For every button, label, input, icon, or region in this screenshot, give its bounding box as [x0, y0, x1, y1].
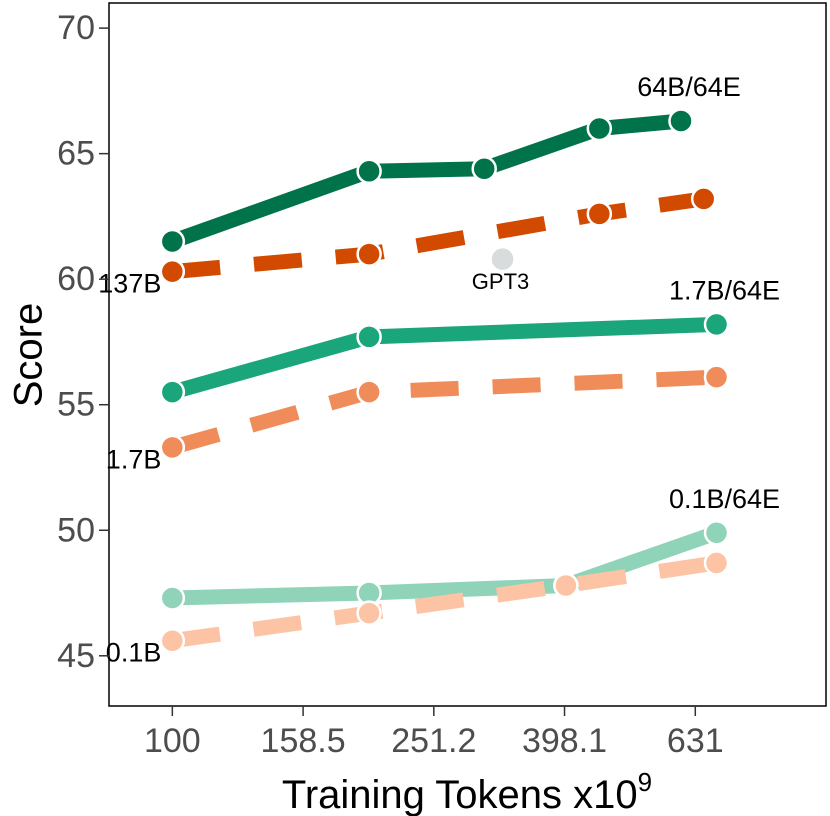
- axis-ticks: 45 50 55 60 65 70 100 158.5 251.2 398.1 631: [57, 9, 723, 760]
- annotation-gpt3: GPT3: [472, 269, 529, 294]
- annotation-137b: 137B: [98, 269, 161, 299]
- annotation-1-7b: 1.7B: [106, 444, 162, 474]
- data-point-64b-64e: [471, 155, 497, 182]
- data-point-137b: [159, 258, 186, 285]
- x-axis-title-main: Training Tokens x10: [282, 773, 638, 816]
- data-point-64b-64e: [356, 158, 382, 184]
- data-point-64b-64e: [586, 115, 613, 142]
- annotation-0-1b-64e: 0.1B/64E: [669, 484, 780, 514]
- data-point-1-7b-64e: [703, 311, 730, 338]
- annotation-0-1b: 0.1B: [106, 638, 162, 668]
- annotation-1-7b-64e: 1.7B/64E: [669, 275, 780, 305]
- x-tick-label: 251.2: [391, 722, 476, 760]
- data-point-1-7b: [159, 434, 186, 461]
- x-tick-label: 631: [667, 722, 724, 760]
- y-axis-title: Score: [7, 303, 51, 408]
- y-tick-label: 55: [57, 386, 95, 424]
- data-point-1-7b: [703, 364, 730, 390]
- data-point-0-1b: [553, 572, 579, 599]
- x-tick-label: 158.5: [261, 722, 346, 760]
- y-tick-label: 45: [57, 637, 95, 675]
- panel-border: [108, 2, 827, 707]
- x-axis-title-superscript: 9: [638, 767, 652, 797]
- x-tick-label: 398.1: [522, 722, 607, 760]
- data-point-137b: [586, 201, 613, 227]
- y-tick-label: 60: [57, 260, 95, 298]
- data-point-64b-64e: [668, 108, 694, 134]
- y-tick-label: 70: [57, 9, 95, 47]
- x-axis-title: Training Tokens x109: [282, 767, 652, 816]
- data-point-0-1b-64e: [703, 520, 730, 546]
- annotation-64b-64e: 64B/64E: [637, 72, 741, 102]
- data-point-64b-64e: [159, 228, 186, 255]
- annotations: 64B/64E 137B 1.7B/64E 1.7B 0.1B/64E 0.1B GPT3: [98, 72, 780, 668]
- data-point-137b: [690, 186, 717, 212]
- x-tick-label: 100: [144, 722, 201, 760]
- data-point-0-1b: [159, 627, 186, 654]
- series-line-0-1b: [171, 555, 718, 649]
- data-point-gpt3: [489, 245, 516, 273]
- data-point-1-7b-64e: [159, 379, 186, 405]
- y-tick-label: 65: [57, 135, 95, 173]
- data-point-1-7b-64e: [356, 324, 382, 350]
- data-point-137b: [356, 241, 382, 267]
- series-points: [159, 108, 730, 654]
- data-point-0-1b-64e: [159, 585, 186, 611]
- series-line-0-1b-64e: [164, 525, 724, 606]
- data-point-0-1b: [356, 600, 382, 626]
- data-point-0-1b: [703, 550, 730, 576]
- y-tick-label: 50: [57, 511, 95, 549]
- data-point-1-7b: [356, 379, 382, 405]
- series-line-137b: [171, 191, 705, 280]
